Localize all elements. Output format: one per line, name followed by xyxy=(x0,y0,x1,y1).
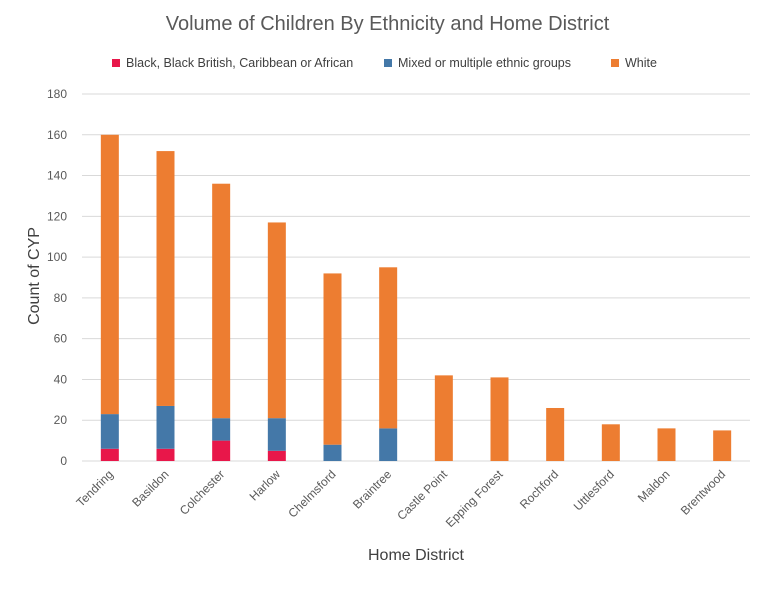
y-tick-label: 160 xyxy=(47,128,67,142)
y-tick-label: 140 xyxy=(47,169,67,183)
bar-black-colchester xyxy=(212,440,231,461)
legend-label-mixed: Mixed or multiple ethnic groups xyxy=(398,56,571,70)
gridlines xyxy=(82,93,750,462)
x-tick-label: Castle Point xyxy=(394,467,450,523)
y-axis-ticks: 0 20 40 60 80 100 120 140 160 180 xyxy=(47,87,67,468)
bar-mixed-harlow xyxy=(267,418,286,451)
bar-white-rochford xyxy=(546,407,565,461)
legend-swatch-white xyxy=(611,59,619,67)
legend-item-white: White xyxy=(611,56,657,70)
bar-white-chelmsford xyxy=(323,273,342,445)
legend-item-mixed: Mixed or multiple ethnic groups xyxy=(384,56,571,70)
bar-white-harlow xyxy=(267,222,286,419)
bar-mixed-basildon xyxy=(156,405,175,449)
legend-swatch-mixed xyxy=(384,59,392,67)
legend-label-black: Black, Black British, Caribbean or Afric… xyxy=(126,56,354,70)
bar-mixed-chelmsford xyxy=(323,444,342,461)
legend-item-black: Black, Black British, Caribbean or Afric… xyxy=(112,56,353,70)
legend-swatch-black xyxy=(112,59,120,67)
chart-title: Volume of Children By Ethnicity and Home… xyxy=(165,13,610,35)
x-tick-label: Uttlesford xyxy=(571,467,617,513)
bar-mixed-braintree xyxy=(379,428,398,461)
y-tick-label: 0 xyxy=(60,454,67,468)
bar-white-epping-forest xyxy=(490,377,509,461)
x-tick-label: Rochford xyxy=(517,467,561,511)
bar-white-tendring xyxy=(100,134,119,415)
chart-legend: Black, Black British, Caribbean or Afric… xyxy=(0,56,775,74)
bar-mixed-tendring xyxy=(100,414,119,449)
bar-white-uttlesford xyxy=(601,424,620,461)
y-tick-label: 80 xyxy=(54,291,68,305)
y-tick-label: 180 xyxy=(47,87,67,101)
y-tick-label: 100 xyxy=(47,250,67,264)
x-tick-label: Basildon xyxy=(129,467,171,509)
x-tick-label: Tendring xyxy=(74,467,116,509)
x-tick-label: Brentwood xyxy=(678,467,728,517)
y-tick-label: 40 xyxy=(54,372,68,386)
y-tick-label: 60 xyxy=(54,332,68,346)
bar-mixed-colchester xyxy=(212,418,231,441)
x-tick-label: Maldon xyxy=(635,467,673,505)
y-axis-title: Count of CYP xyxy=(26,227,43,325)
bar-black-basildon xyxy=(156,448,175,461)
x-tick-label: Colchester xyxy=(177,467,227,517)
bar-white-maldon xyxy=(657,428,676,461)
bar-white-basildon xyxy=(156,151,175,406)
x-axis-ticks: Tendring Basildon Colchester Harlow Chelmsfo… xyxy=(74,467,729,530)
x-tick-label: Harlow xyxy=(247,467,284,504)
x-tick-label: Braintree xyxy=(350,467,395,512)
bar-white-braintree xyxy=(379,267,398,429)
bar-white-colchester xyxy=(212,183,231,419)
bar-white-brentwood xyxy=(713,430,732,461)
x-tick-label: Epping Forest xyxy=(443,467,506,530)
bars xyxy=(100,134,732,461)
bar-white-castle-point xyxy=(434,375,453,461)
y-tick-label: 20 xyxy=(54,413,68,427)
bar-black-harlow xyxy=(267,450,286,461)
legend-label-white: White xyxy=(625,56,657,70)
x-axis-title: Home District xyxy=(368,547,465,564)
x-tick-label: Chelmsford xyxy=(285,467,338,520)
y-tick-label: 120 xyxy=(47,209,67,223)
bar-black-tendring xyxy=(100,448,119,461)
